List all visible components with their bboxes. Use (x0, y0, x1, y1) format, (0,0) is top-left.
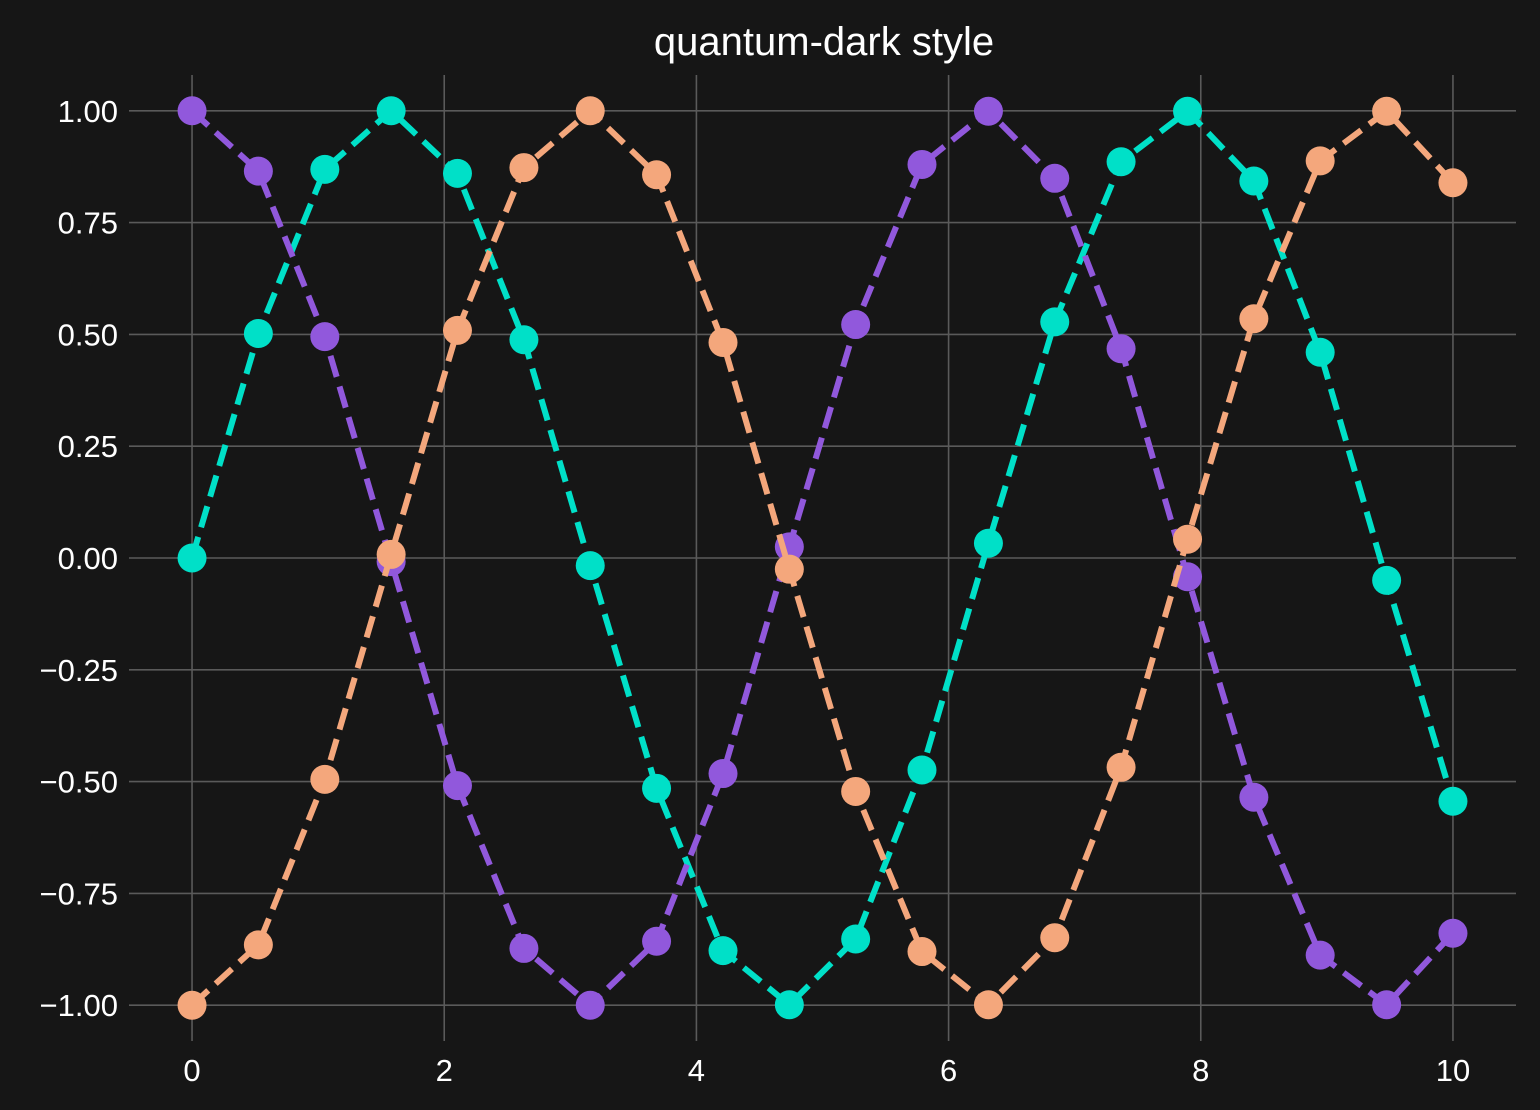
series-1-point (1438, 786, 1468, 816)
series-2-point (509, 933, 539, 963)
series-2-point (708, 759, 738, 789)
plot-series (177, 96, 1468, 1020)
series-3-point (509, 153, 539, 183)
series-3 (177, 96, 1468, 1020)
series-1-point (310, 154, 340, 184)
series-2-point (310, 322, 340, 352)
x-tick-label: 6 (940, 1053, 957, 1088)
y-tick-label: −0.75 (40, 876, 118, 911)
y-tick-label: 0.75 (58, 206, 118, 241)
y-tick-label: −1.00 (40, 988, 118, 1023)
series-1-point (841, 924, 871, 954)
series-2-point (243, 156, 273, 186)
series-2-line (189, 108, 1456, 1009)
series-3-point (1438, 168, 1468, 198)
series-1-point (973, 528, 1003, 558)
series-3-point (642, 160, 672, 190)
series-1-point (1173, 96, 1203, 126)
series-1-point (774, 990, 804, 1020)
series-1-line (189, 107, 1456, 1008)
series-1-point (243, 318, 273, 348)
series-1 (177, 96, 1468, 1020)
series-3-point (708, 327, 738, 357)
series-1-point (1239, 166, 1269, 196)
series-1-point (575, 551, 605, 581)
y-tick-label: 0.50 (58, 317, 118, 352)
series-3-point (973, 990, 1003, 1020)
series-1-point (907, 755, 937, 785)
series-3-point (310, 764, 340, 794)
y-tick-label: 0.25 (58, 429, 118, 464)
series-3-point (177, 990, 207, 1020)
series-3-point (376, 539, 406, 569)
series-2-point (642, 926, 672, 956)
series-3-point (1239, 304, 1269, 334)
series-3-line (189, 107, 1456, 1008)
series-2-point (442, 771, 472, 801)
series-3-point (243, 930, 273, 960)
series-1-point (708, 936, 738, 966)
series-3-point (1040, 923, 1070, 953)
series-2-point (1239, 782, 1269, 812)
x-tick-label: 8 (1192, 1053, 1209, 1088)
series-1-point (1372, 565, 1402, 595)
series-2-point (841, 310, 871, 340)
y-axis-ticks: 1.00 0.75 0.50 0.25 0.00 −0.25 −0.50 −0.75 −1.00 (40, 94, 118, 1023)
series-2 (177, 96, 1468, 1020)
series-3-point (442, 315, 472, 345)
x-tick-label: 10 (1436, 1053, 1470, 1088)
series-2-point (1372, 990, 1402, 1020)
chart-title: quantum-dark style (654, 20, 994, 64)
series-3-point (774, 554, 804, 584)
series-1-point (442, 158, 472, 188)
series-3-point (1173, 524, 1203, 554)
series-2-point (1040, 163, 1070, 193)
y-tick-label: 0.00 (58, 541, 118, 576)
series-1-point (376, 96, 406, 126)
series-2-point (1305, 940, 1335, 970)
series-3-point (841, 776, 871, 806)
series-1-point (1040, 307, 1070, 337)
y-tick-label: −0.25 (40, 653, 118, 688)
x-tick-label: 0 (183, 1053, 200, 1088)
series-3-point (1106, 752, 1136, 782)
series-1-point (177, 543, 207, 573)
series-1-point (509, 325, 539, 355)
y-tick-label: 1.00 (58, 94, 118, 129)
y-tick-label: −0.50 (40, 765, 118, 800)
series-2-point (1438, 918, 1468, 948)
series-2-point (177, 96, 207, 126)
series-1-point (1305, 337, 1335, 367)
x-tick-label: 2 (436, 1053, 453, 1088)
series-2-point (1106, 334, 1136, 364)
series-2-point (575, 990, 605, 1020)
series-3-point (907, 937, 937, 967)
series-2-point (973, 96, 1003, 126)
series-1-point (642, 773, 672, 803)
series-1-point (1106, 147, 1136, 177)
series-2-point (907, 149, 937, 179)
series-3-point (1372, 96, 1402, 126)
x-axis-ticks: 0 2 4 6 8 10 (183, 1053, 1470, 1088)
grid (129, 75, 1516, 1041)
series-3-point (575, 96, 605, 126)
series-3-point (1305, 146, 1335, 176)
x-tick-label: 4 (688, 1053, 705, 1088)
